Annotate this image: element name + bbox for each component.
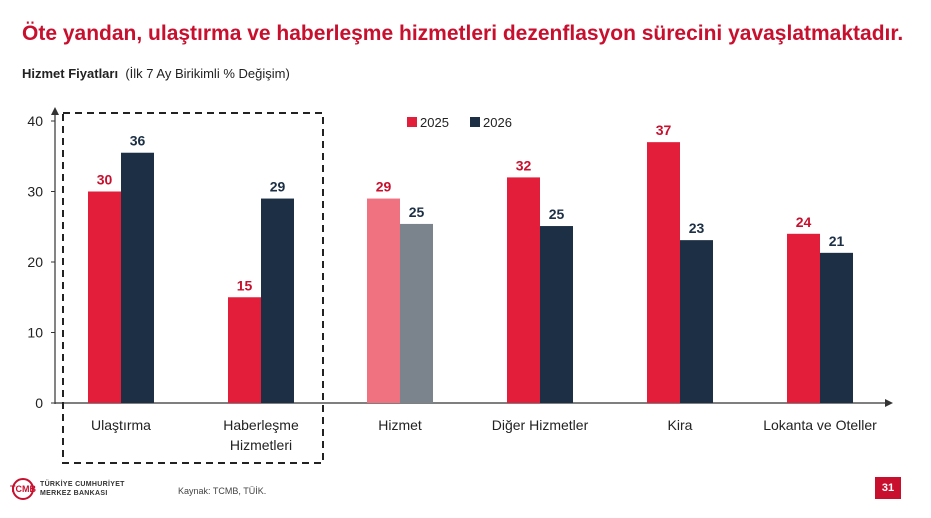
data-label-2026: 21: [829, 233, 845, 249]
data-label-2025: 30: [97, 172, 113, 188]
bar-2026: [400, 223, 433, 403]
legend-label-2025: 2025: [420, 115, 449, 130]
bar-2026: [261, 198, 294, 403]
x-axis-arrow: [885, 399, 893, 407]
data-label-2026: 25: [549, 206, 565, 222]
subtitle-rest: (İlk 7 Ay Birikimli % Değişim): [125, 66, 290, 81]
x-tick-label: Diğer Hizmetler: [492, 417, 589, 433]
bar-2025: [647, 142, 680, 403]
y-tick-label: 30: [27, 184, 43, 200]
y-tick-label: 40: [27, 113, 43, 129]
x-tick-label: Hizmetleri: [230, 437, 292, 453]
x-tick-label: Ulaştırma: [91, 417, 151, 433]
logo-text: TÜRKİYE CUMHURİYET MERKEZ BANKASI: [40, 480, 125, 498]
data-label-2026: 29: [270, 179, 286, 195]
bar-2026: [121, 152, 154, 403]
legend-label-2026: 2026: [483, 115, 512, 130]
highlight-box: [62, 112, 324, 464]
bar-2025: [367, 198, 400, 403]
bar-2026: [820, 252, 853, 403]
bar-2025: [787, 233, 820, 403]
data-label-2026: 23: [689, 220, 705, 236]
y-tick-label: 20: [27, 254, 43, 270]
legend-swatch-2025: [407, 117, 417, 127]
subtitle-bold: Hizmet Fiyatları: [22, 66, 119, 81]
y-tick-label: 10: [27, 325, 43, 341]
logo-line-1: TÜRKİYE CUMHURİYET: [40, 481, 125, 488]
bar-2026: [540, 226, 573, 403]
headline: Öte yandan, ulaştırma ve haberleşme hizm…: [22, 22, 904, 45]
page-number: 31: [875, 477, 901, 499]
bar-2026: [680, 240, 713, 403]
chart-subtitle: Hizmet Fiyatları (İlk 7 Ay Birikimli % D…: [22, 66, 290, 81]
x-tick-label: Hizmet: [378, 417, 422, 433]
data-label-2025: 15: [237, 277, 253, 293]
data-label-2025: 24: [796, 214, 812, 230]
logo-line-2: MERKEZ BANKASI: [40, 490, 108, 497]
x-tick-label: Haberleşme: [223, 417, 299, 433]
x-tick-label: Kira: [668, 417, 693, 433]
cbrt-logo: TCMB TÜRKİYE CUMHURİYET MERKEZ BANKASI: [10, 478, 125, 500]
y-tick-label: 0: [35, 395, 43, 411]
data-label-2025: 37: [656, 122, 672, 138]
x-tick-label: Lokanta ve Oteller: [763, 417, 877, 433]
data-label-2025: 32: [516, 157, 532, 173]
logo-mark: TCMB: [10, 478, 36, 500]
bar-2025: [88, 191, 121, 403]
data-label-2026: 25: [409, 204, 425, 220]
legend-swatch-2026: [470, 117, 480, 127]
y-axis-arrow: [51, 107, 59, 115]
data-label-2026: 36: [130, 133, 146, 149]
bar-2025: [507, 177, 540, 403]
source-note: Kaynak: TCMB, TÜİK.: [178, 486, 267, 496]
bar-2025: [228, 297, 261, 403]
data-label-2025: 29: [376, 179, 392, 195]
